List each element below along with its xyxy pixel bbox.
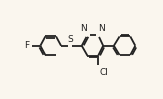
Text: F: F xyxy=(24,41,29,50)
Text: S: S xyxy=(67,35,73,44)
Text: N: N xyxy=(98,24,105,33)
Text: N: N xyxy=(80,24,87,33)
Text: Cl: Cl xyxy=(99,68,108,77)
